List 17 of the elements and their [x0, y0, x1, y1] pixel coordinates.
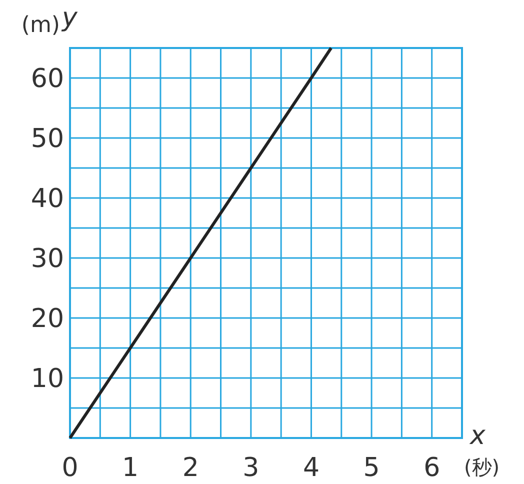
x-tick-label: 5: [363, 453, 380, 483]
text: (秒): [464, 455, 500, 479]
y-tick-label: 30: [30, 244, 64, 274]
x-tick-label: 0: [62, 453, 78, 483]
y-tick-label: 60: [30, 64, 64, 94]
x-axis-title: x: [469, 421, 486, 451]
text: (m): [21, 13, 60, 38]
x-tick-label: 3: [242, 453, 260, 483]
x-tick-label: 6: [424, 453, 440, 483]
y-tick-label: 10: [30, 364, 64, 394]
y-axis-title: y: [61, 3, 78, 33]
x-tick-label: 2: [182, 453, 199, 483]
y-tick-label: 50: [30, 124, 64, 154]
y-tick-label: 20: [30, 304, 64, 334]
x-tick-label: 4: [302, 453, 320, 483]
x-tick-label: 1: [122, 453, 139, 483]
y-tick-label: 40: [30, 184, 64, 214]
